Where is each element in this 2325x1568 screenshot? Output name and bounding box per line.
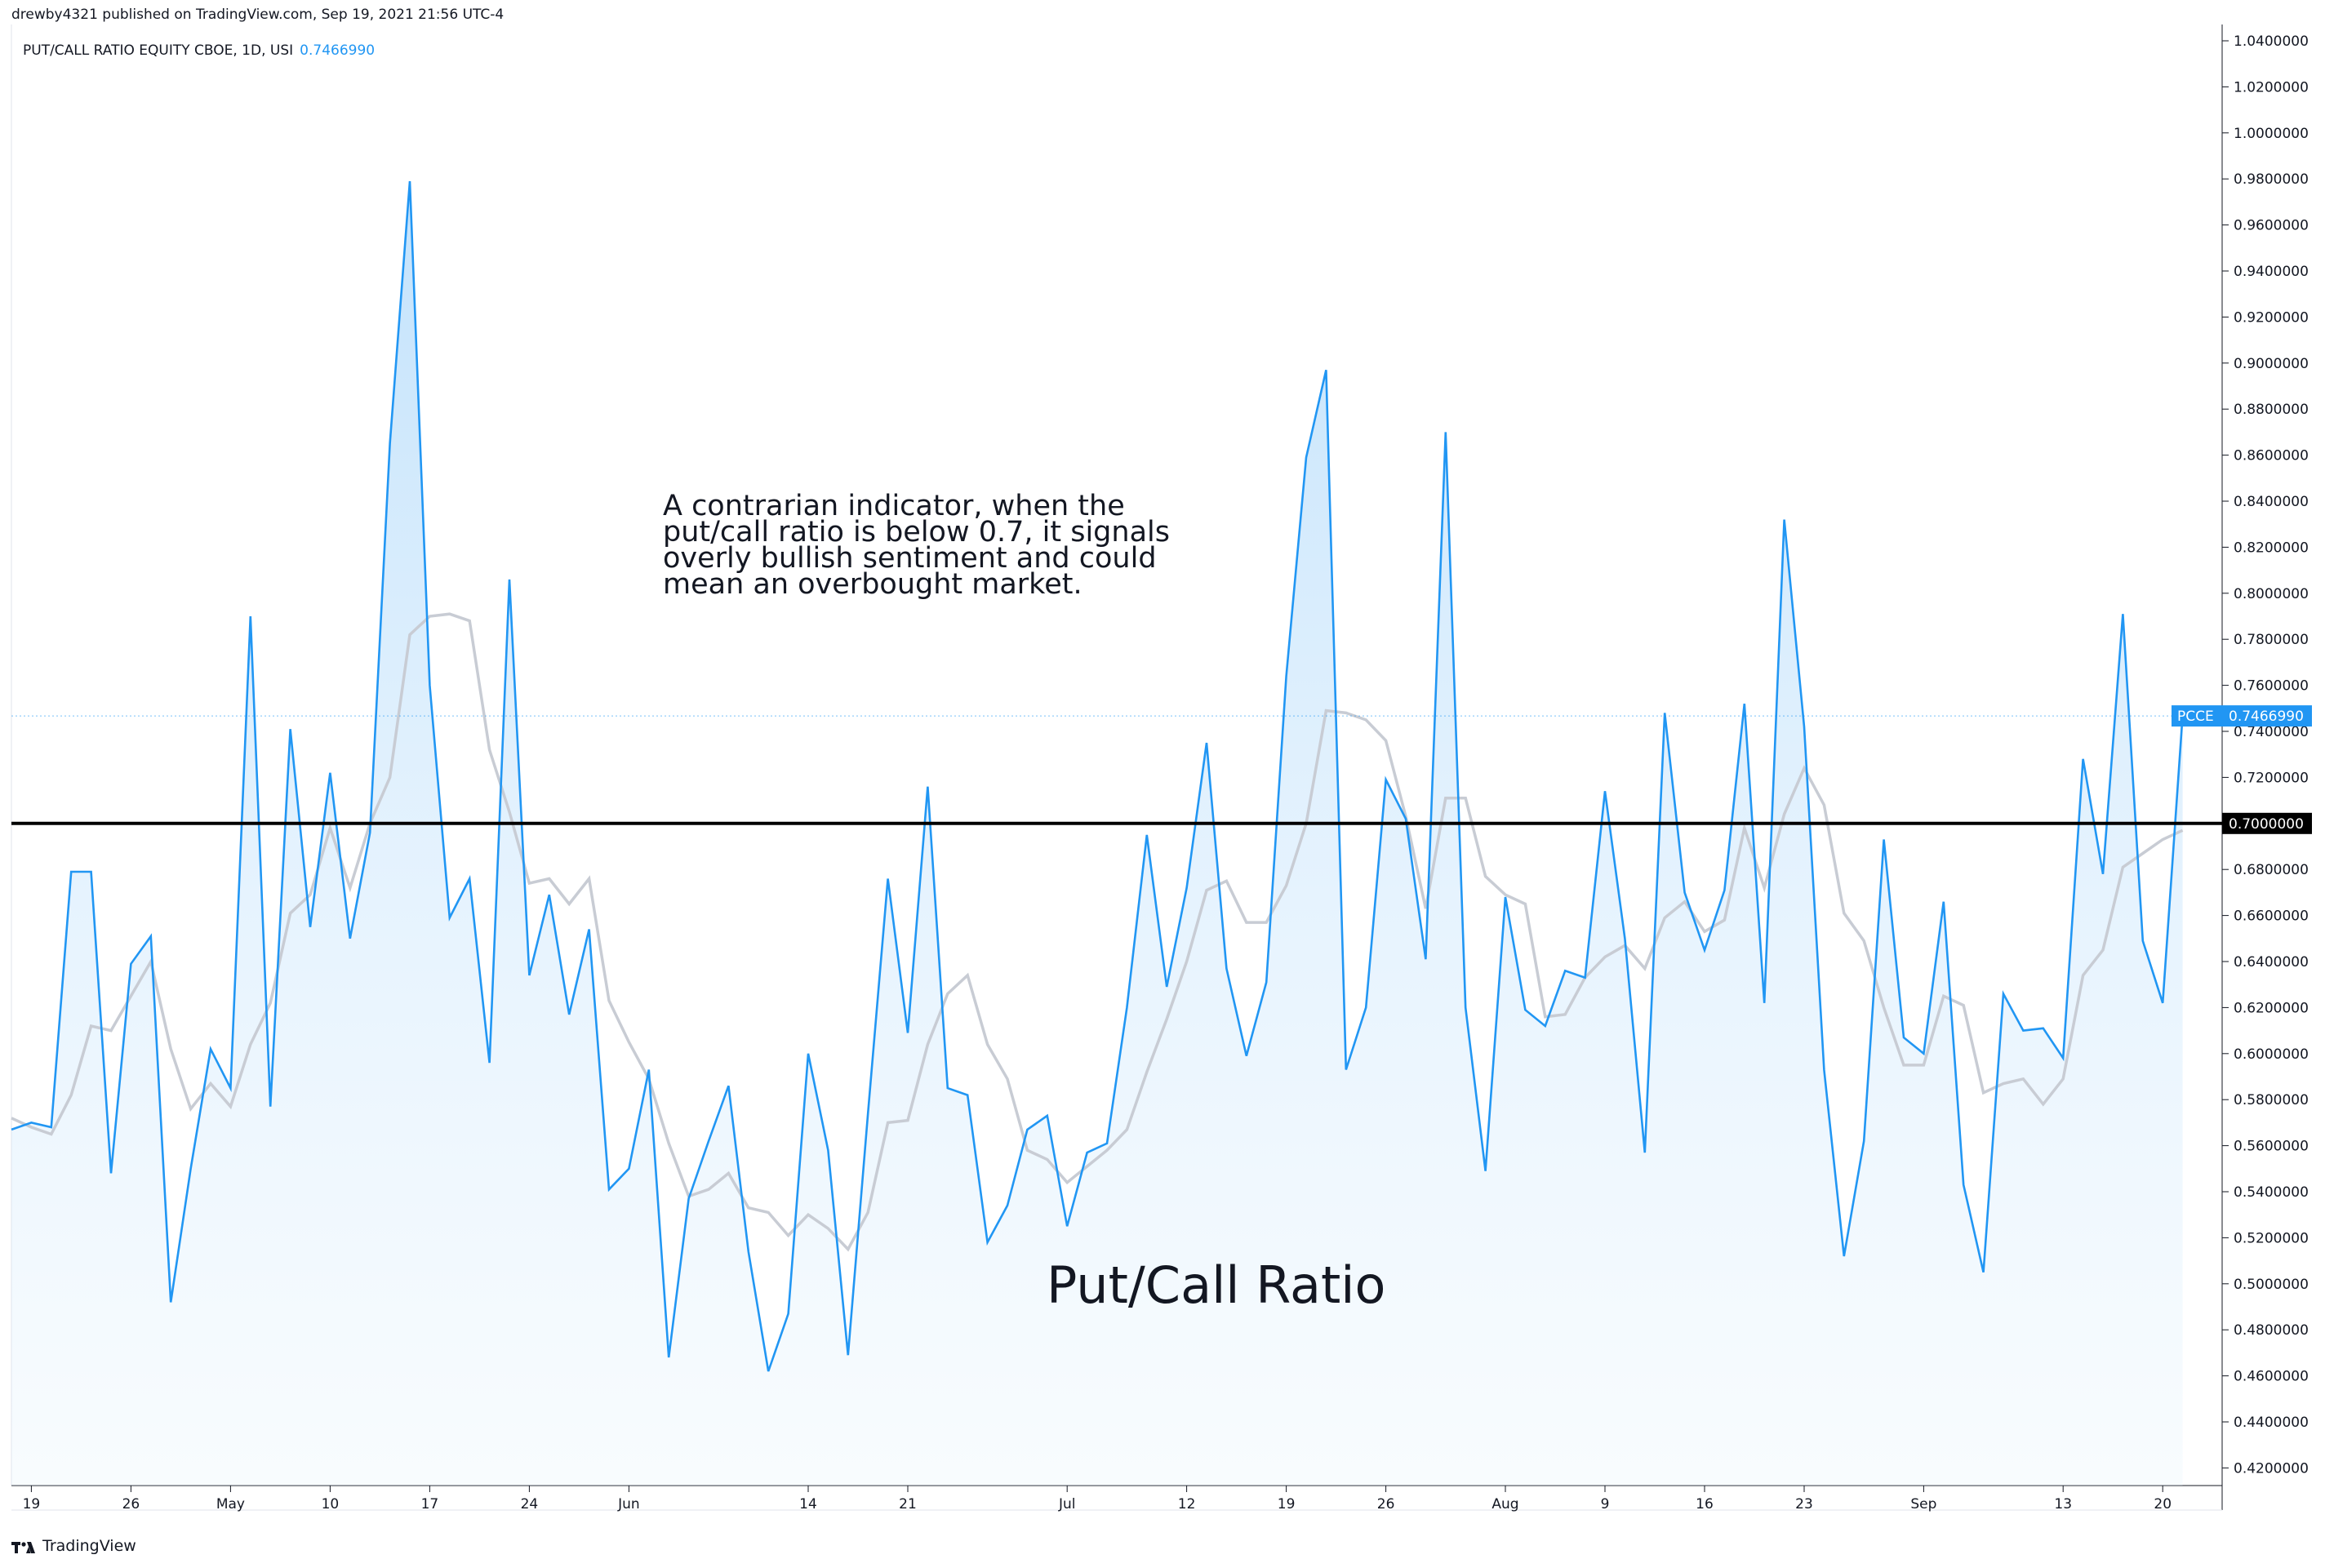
x-tick-label: 14: [799, 1496, 817, 1512]
area-fill-layer: [11, 181, 2183, 1486]
y-tick-label: 0.5600000: [2234, 1139, 2309, 1155]
annotation-line-2: put/call ratio is below 0.7, it signals: [663, 516, 1170, 549]
series-line-layer: [11, 180, 2184, 1372]
y-tick-label: 0.4400000: [2234, 1415, 2309, 1431]
y-tick-label: 0.7400000: [2234, 724, 2309, 740]
y-tick-label: 0.5000000: [2234, 1277, 2309, 1293]
x-tick-label: 10: [322, 1496, 340, 1512]
pcce-tag-label: PCCE: [2177, 708, 2214, 725]
y-tick-label: 0.8000000: [2234, 586, 2309, 602]
threshold-line-layer: [11, 715, 2222, 825]
y-tick-label: 0.8400000: [2234, 494, 2309, 510]
annotation-text: A contrarian indicator, when the put/cal…: [663, 490, 1234, 601]
sma-line-layer: [11, 612, 2184, 1252]
x-tick-label: 20: [2154, 1496, 2172, 1512]
y-tick-label: 0.8200000: [2234, 540, 2309, 556]
y-tick-label: 0.5200000: [2234, 1230, 2309, 1246]
y-tick-label: 0.6600000: [2234, 908, 2309, 925]
symbol-title: PUT/CALL RATIO EQUITY CBOE, 1D, USI: [23, 42, 294, 59]
x-tick-label: 21: [899, 1496, 917, 1512]
x-tick-label: 19: [1278, 1496, 1296, 1512]
y-tick-label: 0.5800000: [2234, 1092, 2309, 1108]
y-tick-label: 0.4800000: [2234, 1322, 2309, 1339]
x-tick-label: May: [216, 1496, 245, 1512]
y-tick-label: 0.9400000: [2234, 264, 2309, 280]
y-tick-label: 0.8800000: [2234, 402, 2309, 418]
annotation-line-1: A contrarian indicator, when the: [663, 490, 1125, 522]
y-tick-label: 0.5400000: [2234, 1184, 2309, 1201]
pcce-tag-box: [2172, 705, 2222, 727]
y-tick-label: 0.6200000: [2234, 1000, 2309, 1016]
x-tick-label: 12: [1178, 1496, 1196, 1512]
threshold-tag-box: [2222, 812, 2312, 834]
x-tick-label: Aug: [1491, 1496, 1518, 1512]
y-tick-label: 0.6800000: [2234, 862, 2309, 878]
publisher-line: drewby4321 published on TradingView.com,…: [11, 7, 505, 23]
x-tick-label: 9: [1601, 1496, 1610, 1512]
y-tick-label: 0.7600000: [2234, 678, 2309, 695]
last-value-tag-box: [2222, 705, 2312, 727]
time-axis-ticks: 19 26 May 10 17 24 Jun 14 21 Jul 12 19 26 Aug 9 16 23 Sep…: [23, 1486, 2172, 1512]
x-tick-label: 26: [1377, 1496, 1395, 1512]
series-area-fill: [11, 181, 2183, 1486]
y-tick-label: 0.9200000: [2234, 309, 2309, 326]
y-tick-label: 0.6400000: [2234, 954, 2309, 971]
y-tick-label: 0.7200000: [2234, 770, 2309, 786]
x-tick-label: 16: [1696, 1496, 1714, 1512]
x-tick-label: 24: [521, 1496, 539, 1512]
y-tick-label: 0.7800000: [2234, 632, 2309, 648]
pcce-line: [11, 180, 2184, 1372]
threshold-tag-label: 0.7000000: [2229, 816, 2304, 833]
annotation-line-4: mean an overbought market.: [663, 568, 1082, 601]
x-tick-label: Jun: [617, 1496, 640, 1512]
chart-big-label: Put/Call Ratio: [1047, 1255, 1386, 1315]
brand-footer: TradingView: [11, 1537, 136, 1555]
y-tick-label: 0.4200000: [2234, 1460, 2309, 1477]
x-tick-label: 13: [2054, 1496, 2072, 1512]
sma-line: [11, 612, 2184, 1252]
x-tick-label: 23: [1795, 1496, 1813, 1512]
price-axis-ticks: 1.0400000 1.0200000 1.0000000 0.9800000 0.96…: [2222, 33, 2309, 1477]
x-tick-label: 17: [421, 1496, 439, 1512]
price-tags: PCCE 0.7466990 0.7000000: [2172, 705, 2312, 834]
x-tick-label: 26: [122, 1496, 140, 1512]
x-tick-label: Sep: [1910, 1496, 1936, 1512]
y-tick-label: 0.6000000: [2234, 1046, 2309, 1063]
x-tick-label: 19: [23, 1496, 41, 1512]
y-tick-label: 1.0000000: [2234, 126, 2309, 142]
tradingview-logo-icon: [11, 1539, 36, 1553]
y-tick-label: 0.8600000: [2234, 448, 2309, 464]
y-tick-label: 0.4600000: [2234, 1369, 2309, 1385]
annotation-line-3: overly bullish sentiment and could: [663, 542, 1157, 575]
y-tick-label: 0.9000000: [2234, 356, 2309, 372]
y-tick-label: 0.9800000: [2234, 171, 2309, 188]
brand-name: TradingView: [42, 1537, 136, 1555]
symbol-value: 0.7466990: [300, 42, 376, 59]
y-tick-label: 1.0400000: [2234, 33, 2309, 50]
symbol-legend: PUT/CALL RATIO EQUITY CBOE, 1D, USI 0.746…: [23, 42, 375, 59]
last-value-tag-label: 0.7466990: [2229, 708, 2304, 725]
x-tick-label: Jul: [1058, 1496, 1076, 1512]
y-tick-label: 0.9600000: [2234, 218, 2309, 234]
y-tick-label: 1.0200000: [2234, 79, 2309, 96]
